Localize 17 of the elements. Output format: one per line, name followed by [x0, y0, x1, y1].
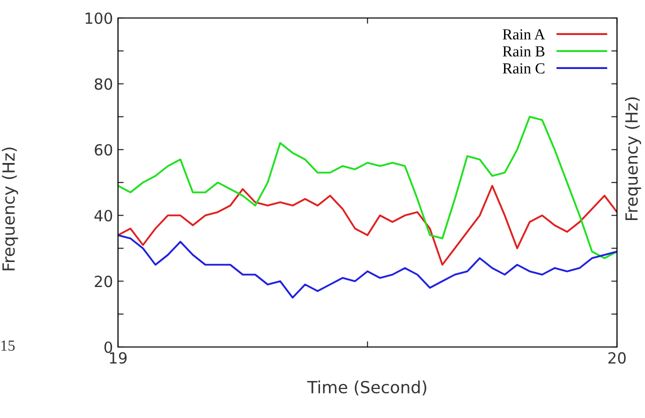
legend-label: Rain C	[502, 63, 544, 74]
y-tick-label: 0	[104, 341, 112, 354]
y-tick-label: 40	[94, 210, 112, 222]
x-axis-title: Time (Second)	[307, 380, 426, 396]
legend-label: Rain B	[502, 46, 544, 57]
line-series	[118, 234, 617, 299]
x-tick-label: 19	[110, 352, 127, 364]
line-series	[118, 184, 617, 266]
y-tick-label: 80	[94, 78, 112, 90]
line-series	[118, 116, 617, 260]
y-tick-label: 100	[86, 12, 112, 24]
y-tick-label: 20	[94, 276, 112, 288]
text: 15	[1, 340, 15, 351]
text: Frequency (Hz)	[624, 97, 642, 220]
y-tick-label: 60	[94, 144, 112, 156]
legend-label: Rain A	[502, 29, 546, 40]
y-axis-title: Frequency (Hz)	[2, 148, 18, 270]
